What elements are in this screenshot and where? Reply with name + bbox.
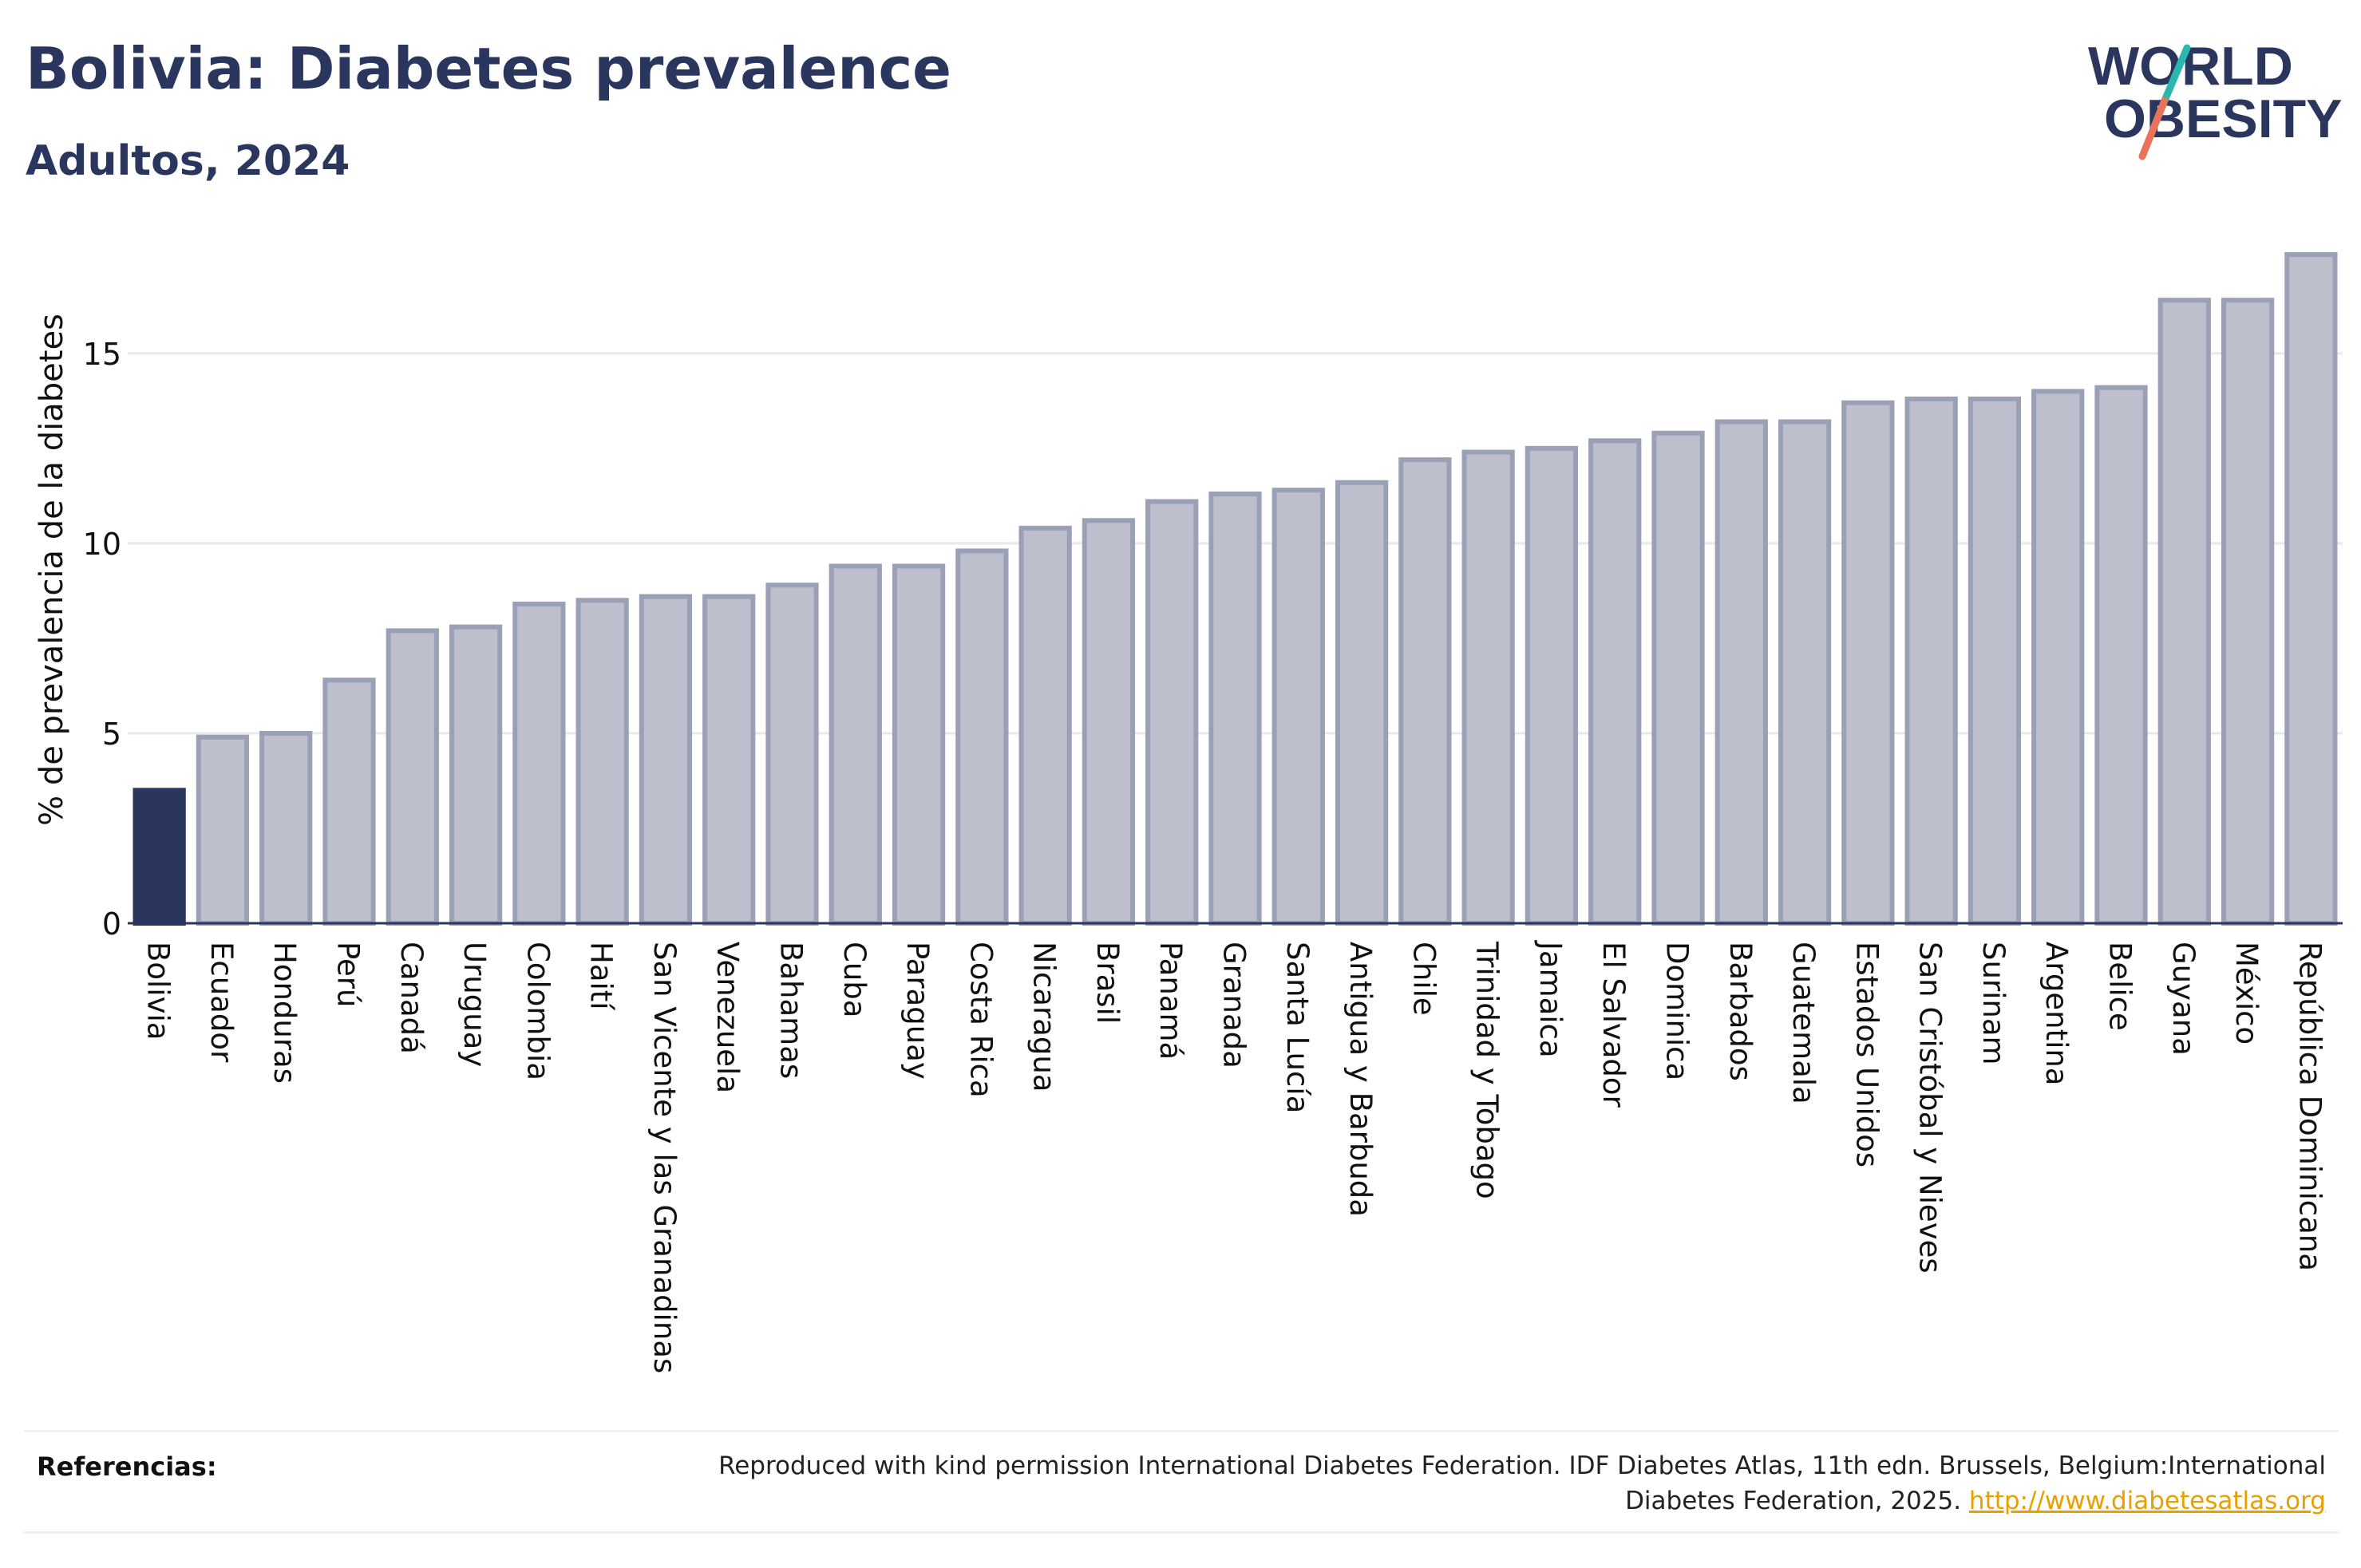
bar-m-xico: [2221, 298, 2275, 926]
bar-trinidad-y-tobago: [1461, 449, 1515, 926]
bar-per-: [322, 677, 376, 926]
chart-subtitle: Adultos, 2024: [26, 137, 350, 185]
x-tick-label: Venezuela: [710, 942, 745, 1093]
references-footer: Referencias: Reproduced with kind permis…: [24, 1430, 2339, 1534]
x-tick-label: Argentina: [2039, 942, 2074, 1085]
x-tick-label: Antigua y Barbuda: [1343, 942, 1378, 1217]
x-tick-label: Brasil: [1090, 942, 1125, 1024]
bar-cuba: [829, 563, 882, 926]
bar-antigua-y-barbuda: [1335, 480, 1389, 926]
bar-costa-rica: [955, 548, 1009, 926]
bar-brasil: [1082, 518, 1136, 926]
bar-dominica: [1651, 430, 1705, 926]
x-tick-label: Costa Rica: [963, 942, 998, 1098]
bar-bolivia: [132, 788, 186, 926]
y-axis-ticks: 0 5 10 15: [83, 337, 121, 942]
x-tick-label: Panamá: [1153, 942, 1188, 1060]
bar-paraguay: [892, 563, 946, 926]
x-tick-label: México: [2229, 942, 2264, 1045]
bar-honduras: [259, 730, 313, 926]
bar-san-vicente-y-las-granadinas: [639, 594, 693, 926]
x-tick-label: Perú: [331, 942, 366, 1007]
bar-colombia: [512, 602, 566, 926]
x-tick-label: Colombia: [520, 942, 555, 1080]
x-tick-label: San Vicente y las Granadinas: [647, 942, 682, 1373]
bar-guatemala: [1778, 419, 1832, 926]
y-tick-label: 5: [102, 717, 121, 752]
bar-rep-blica-dominicana: [2284, 252, 2338, 926]
x-tick-label: Guatemala: [1786, 942, 1821, 1104]
x-tick-label: Uruguay: [457, 942, 492, 1067]
x-tick-label: Jamaica: [1533, 940, 1568, 1058]
y-tick-label: 15: [83, 337, 121, 372]
x-tick-label: El Salvador: [1596, 942, 1631, 1108]
logo-line-1: WORLD: [2088, 36, 2293, 97]
bar-venezuela: [702, 594, 756, 926]
y-tick-label: 0: [102, 906, 121, 942]
bar-canad-: [386, 628, 439, 926]
x-tick-label: Bahamas: [774, 942, 809, 1079]
bar-panam-: [1145, 499, 1199, 926]
x-tick-label: Nicaragua: [1027, 942, 1062, 1092]
x-tick-label: Belice: [2103, 942, 2138, 1031]
bar-san-crist-bal-y-nieves: [1904, 396, 1958, 926]
bar-el-salvador: [1588, 438, 1642, 926]
x-tick-label: San Cristóbal y Nieves: [1913, 942, 1948, 1274]
bar-chart: 0 5 10 15 Bolivia Ecuador Honduras Perú Canadá U…: [34, 252, 2343, 1373]
bar-argentina: [2031, 389, 2085, 926]
x-tick-label: Santa Lucía: [1280, 942, 1315, 1113]
x-tick-label: Bolivia: [141, 942, 176, 1040]
x-tick-label: Granada: [1217, 942, 1252, 1068]
bar-bahamas: [765, 583, 819, 926]
x-tick-label: Barbados: [1723, 942, 1758, 1081]
bar-surinam: [1968, 396, 2022, 926]
logo-slash-coral: [2138, 97, 2169, 160]
x-tick-label: Surinam: [1976, 942, 2011, 1065]
x-tick-label: Ecuador: [204, 942, 239, 1063]
bar-chile: [1398, 457, 1452, 926]
references-text: Reproduced with kind permission Internat…: [714, 1448, 2326, 1519]
x-tick-label: Paraguay: [900, 942, 935, 1080]
x-tick-label: Haití: [584, 942, 619, 1011]
x-tick-label: Chile: [1406, 942, 1441, 1016]
bar-ecuador: [196, 734, 250, 926]
bar-granada: [1208, 491, 1262, 926]
x-tick-label: República Dominicana: [2292, 942, 2327, 1271]
bar-jamaica: [1525, 445, 1579, 926]
x-tick-label: Dominica: [1660, 942, 1695, 1080]
x-axis-tick-labels: Bolivia Ecuador Honduras Perú Canadá Uruguay C…: [141, 940, 2327, 1373]
logo-line-2: OBESITY: [2104, 89, 2343, 149]
x-tick-label: Honduras: [267, 942, 302, 1084]
bar-barbados: [1714, 419, 1768, 926]
bar-guyana: [2157, 298, 2211, 926]
x-tick-label: Canadá: [394, 942, 429, 1054]
logo-slash-teal: [2161, 44, 2191, 105]
x-tick-label: Cuba: [837, 942, 872, 1017]
bar-nicaragua: [1018, 525, 1072, 926]
chart-title: Bolivia: Diabetes prevalence: [26, 35, 952, 102]
x-tick-label: Estados Unidos: [1849, 942, 1884, 1167]
references-link[interactable]: http://www.diabetesatlas.org: [1968, 1487, 2326, 1515]
bar-belice: [2094, 385, 2148, 926]
bar-estados-unidos: [1841, 400, 1895, 926]
x-tick-label: Trinidad y Tobago: [1470, 941, 1505, 1199]
bar-hait-: [575, 598, 629, 926]
references-body: Reproduced with kind permission Internat…: [718, 1451, 2326, 1515]
world-obesity-logo: WORLD OBESITY: [2088, 36, 2343, 160]
y-axis-label: % de prevalencia de la diabetes: [34, 314, 70, 826]
references-label: Referencias:: [37, 1451, 217, 1482]
bars: [132, 252, 2338, 926]
bar-uruguay: [449, 624, 503, 926]
x-tick-label: Guyana: [2166, 942, 2201, 1056]
y-tick-label: 10: [83, 527, 121, 562]
bar-santa-luc-a: [1271, 488, 1325, 926]
